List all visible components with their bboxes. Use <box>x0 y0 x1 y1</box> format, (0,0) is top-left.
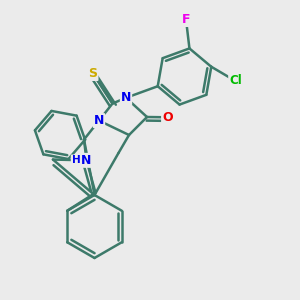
Text: H: H <box>72 155 80 165</box>
Text: F: F <box>182 13 190 26</box>
Text: S: S <box>88 67 98 80</box>
Text: O: O <box>162 111 173 124</box>
Text: Cl: Cl <box>229 74 242 88</box>
Text: N: N <box>121 91 131 104</box>
Text: N: N <box>81 154 92 167</box>
Text: N: N <box>94 114 104 127</box>
